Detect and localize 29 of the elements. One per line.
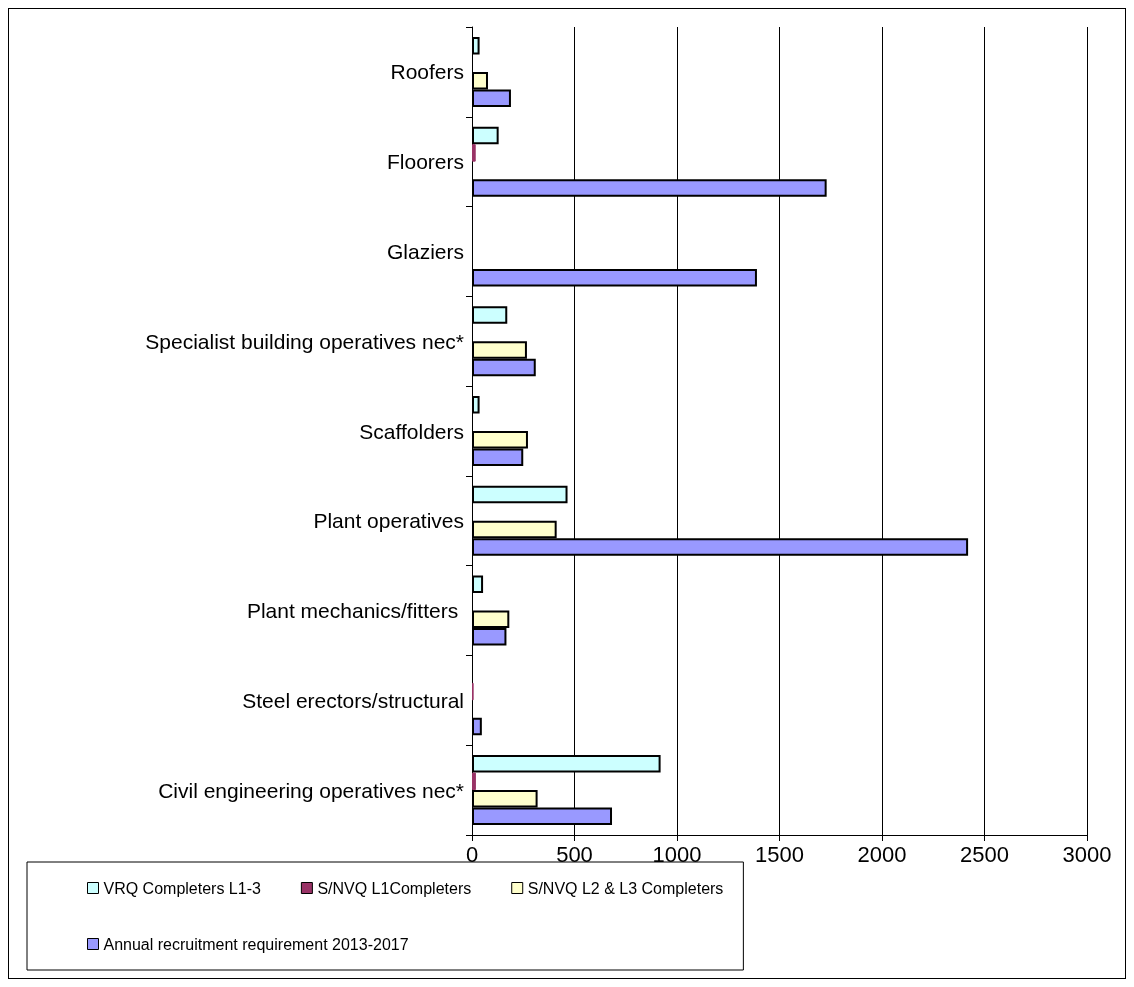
legend-label: VRQ Completers L1-3 [103, 879, 261, 897]
x-tick-label: 3000 [1062, 841, 1112, 867]
bar [472, 772, 476, 791]
x-tick-label: 2000 [857, 841, 907, 867]
y-tick-label: Floorers [386, 150, 464, 174]
y-tick-label: Steel erectors/structural [242, 688, 464, 712]
legend-label: S/NVQ L2 & L3 Completers [527, 879, 724, 897]
x-tick-label: 1000 [652, 841, 702, 867]
y-tick-label: Glaziers [386, 239, 464, 263]
bar [472, 36, 480, 55]
bar [472, 126, 499, 145]
x-tick-label: 1500 [755, 841, 804, 867]
y-tick-label: Plant mechanics/fitters [246, 599, 464, 623]
bar [472, 144, 476, 162]
y-tick-label: Plant operatives [313, 509, 464, 533]
bar [472, 395, 480, 414]
legend-label: Annual recruitment requirement 2013-2017 [103, 935, 409, 953]
y-tick-label: Roofers [390, 60, 464, 84]
y-tick-label: Civil engineering operatives nec* [158, 778, 464, 802]
y-tick-label: Scaffolders [359, 419, 464, 443]
bar [472, 717, 482, 736]
x-tick-label: 500 [556, 841, 593, 867]
bar [472, 575, 484, 594]
x-tick-label: 2500 [960, 841, 1009, 867]
bar [472, 306, 508, 324]
bar [472, 485, 568, 504]
legend-label: S/NVQ L1Completers [317, 879, 472, 897]
x-tick-label: 0 [465, 841, 479, 867]
y-tick-label: Specialist building operatives nec* [145, 329, 464, 353]
